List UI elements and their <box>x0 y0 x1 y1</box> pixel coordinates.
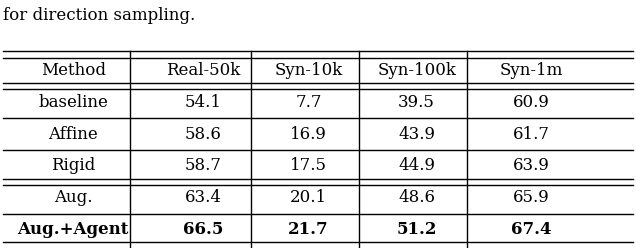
Text: 54.1: 54.1 <box>185 94 222 111</box>
Text: 66.5: 66.5 <box>183 221 224 238</box>
Text: Aug.: Aug. <box>54 189 92 206</box>
Text: 43.9: 43.9 <box>398 126 435 143</box>
Text: 21.7: 21.7 <box>288 221 329 238</box>
Text: 20.1: 20.1 <box>290 189 327 206</box>
Text: Aug.+Agent: Aug.+Agent <box>17 221 129 238</box>
Text: Syn-100k: Syn-100k <box>377 62 456 79</box>
Text: Real-50k: Real-50k <box>167 62 240 79</box>
Text: Syn-1m: Syn-1m <box>499 62 563 79</box>
Text: 67.4: 67.4 <box>511 221 551 238</box>
Text: Syn-10k: Syn-10k <box>274 62 343 79</box>
Text: 61.7: 61.7 <box>513 126 550 143</box>
Text: 48.6: 48.6 <box>398 189 435 206</box>
Text: 44.9: 44.9 <box>398 157 435 174</box>
Text: Method: Method <box>41 62 106 79</box>
Text: 51.2: 51.2 <box>396 221 437 238</box>
Text: 60.9: 60.9 <box>513 94 550 111</box>
Text: for direction sampling.: for direction sampling. <box>3 7 195 25</box>
Text: Affine: Affine <box>48 126 98 143</box>
Text: 58.7: 58.7 <box>185 157 222 174</box>
Text: 39.5: 39.5 <box>398 94 435 111</box>
Text: 65.9: 65.9 <box>513 189 550 206</box>
Text: 63.4: 63.4 <box>185 189 222 206</box>
Text: 17.5: 17.5 <box>290 157 327 174</box>
Text: 63.9: 63.9 <box>513 157 550 174</box>
Text: baseline: baseline <box>38 94 108 111</box>
Text: 7.7: 7.7 <box>295 94 322 111</box>
Text: 58.6: 58.6 <box>185 126 222 143</box>
Text: Rigid: Rigid <box>51 157 95 174</box>
Text: 16.9: 16.9 <box>290 126 327 143</box>
